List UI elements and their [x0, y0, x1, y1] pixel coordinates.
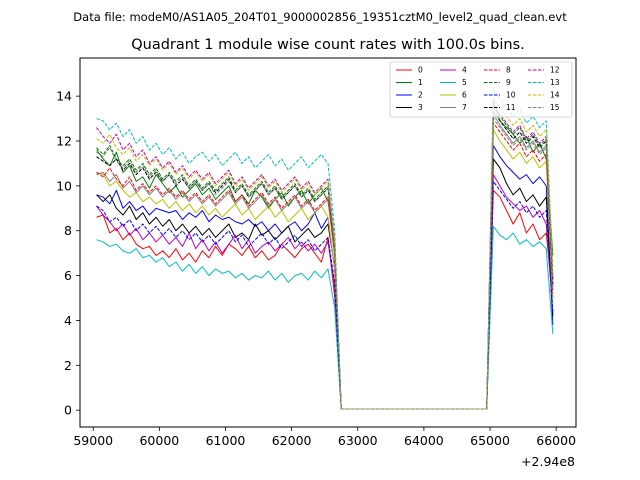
series-line-11 [96, 111, 554, 410]
series-layer [96, 88, 554, 410]
legend-label: 2 [418, 91, 423, 100]
x-tick-label: 62000 [272, 433, 312, 448]
series-line-2 [96, 144, 554, 410]
legend-label: 9 [506, 78, 511, 87]
x-offset-label: +2.94e8 [521, 454, 575, 469]
x-tick-label: 64000 [404, 433, 444, 448]
series-line-12 [96, 104, 554, 410]
legend-box [389, 61, 573, 118]
series-line-4 [96, 174, 554, 410]
legend-item-1: 1 [396, 78, 423, 87]
legend-label: 3 [418, 103, 423, 112]
legend-item-11: 11 [484, 103, 516, 112]
series-line-10 [96, 180, 554, 410]
legend-label: 12 [550, 66, 560, 75]
series-line-6 [96, 129, 554, 410]
axes-frame [79, 57, 577, 428]
y-axis: 0 2 4 6 8 10 12 14 [56, 89, 80, 418]
y-tick-label: 4 [64, 313, 72, 328]
x-tick-label: 65000 [470, 433, 510, 448]
x-tick-label: 66000 [536, 433, 576, 448]
legend-item-15: 15 [528, 103, 560, 112]
legend-item-8: 8 [484, 66, 511, 75]
legend-item-9: 9 [484, 78, 511, 87]
legend-label: 0 [418, 66, 423, 75]
legend-label: 11 [506, 103, 516, 112]
series-line-3 [96, 158, 554, 410]
y-tick-label: 8 [64, 223, 72, 238]
legend-label: 14 [550, 91, 560, 100]
legend-label: 5 [462, 78, 467, 87]
x-tick-label: 59000 [73, 433, 113, 448]
legend-item-5: 5 [440, 78, 467, 87]
legend-item-2: 2 [396, 91, 423, 100]
series-line-9 [96, 106, 554, 410]
series-line-1 [96, 100, 554, 410]
y-tick-label: 12 [56, 133, 72, 148]
legend-item-3: 3 [396, 103, 423, 112]
legend-label: 7 [462, 103, 467, 112]
y-tick-label: 2 [64, 358, 72, 373]
legend-item-7: 7 [440, 103, 467, 112]
legend-label: 13 [550, 78, 560, 87]
legend-label: 10 [506, 91, 516, 100]
legend-label: 4 [462, 66, 467, 75]
x-tick-label: 61000 [206, 433, 246, 448]
series-line-15 [96, 118, 554, 410]
series-line-14 [96, 97, 554, 410]
legend-item-13: 13 [528, 78, 560, 87]
y-tick-label: 6 [64, 268, 72, 283]
y-tick-label: 14 [56, 89, 72, 104]
x-axis: 59000 60000 61000 62000 63000 64000 65000 66000 [73, 427, 576, 448]
legend-label: 6 [462, 91, 467, 100]
y-tick-label: 0 [64, 403, 72, 418]
y-tick-label: 10 [56, 178, 72, 193]
legend-item-14: 14 [528, 91, 560, 100]
x-tick-label: 60000 [139, 433, 179, 448]
legend-item-4: 4 [440, 66, 467, 75]
legend-item-0: 0 [396, 66, 423, 75]
legend-label: 15 [550, 103, 560, 112]
legend-label: 1 [418, 78, 423, 87]
legend-item-12: 12 [528, 66, 560, 75]
x-tick-label: 63000 [338, 433, 378, 448]
legend-item-6: 6 [440, 91, 467, 100]
chart-title: Quadrant 1 module wise count rates with … [131, 37, 525, 53]
figure-suptitle: Data file: modeM0/AS1A05_204T01_90000028… [73, 10, 567, 24]
legend-item-10: 10 [484, 91, 516, 100]
legend-label: 8 [506, 66, 511, 75]
